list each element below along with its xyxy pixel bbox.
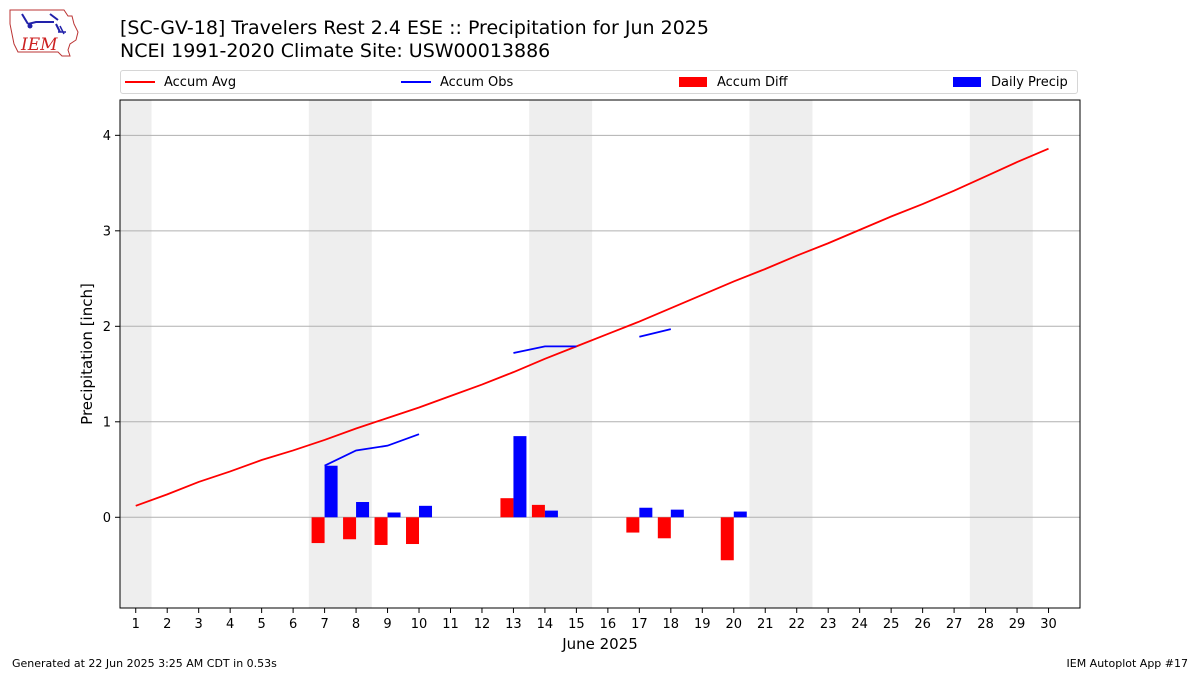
chart-subtitle: NCEI 1991-2020 Climate Site: USW00013886 bbox=[120, 40, 551, 62]
x-tick-label: 25 bbox=[883, 617, 900, 632]
x-tick-label: 16 bbox=[600, 617, 617, 632]
legend-swatch bbox=[679, 77, 707, 87]
daily-precip-bar bbox=[513, 436, 527, 518]
chart-title: [SC-GV-18] Travelers Rest 2.4 ESE :: Pre… bbox=[120, 17, 709, 39]
x-tick-label: 10 bbox=[411, 617, 428, 632]
accum-diff-bar bbox=[657, 517, 671, 539]
accum-obs-line bbox=[639, 328, 672, 338]
x-tick-label: 20 bbox=[725, 617, 742, 632]
daily-precip-bar bbox=[324, 465, 338, 518]
legend-label: Accum Diff bbox=[717, 74, 788, 90]
daily-precip-bar bbox=[356, 502, 370, 518]
legend-label: Accum Avg bbox=[164, 74, 237, 90]
footer-generated: Generated at 22 Jun 2025 3:25 AM CDT in … bbox=[12, 657, 277, 670]
x-tick-label: 6 bbox=[289, 617, 297, 632]
weekend-shade bbox=[308, 100, 372, 608]
legend-accum-diff: Accum Diff bbox=[679, 73, 788, 91]
y-tick-label: 2 bbox=[103, 320, 111, 335]
x-tick-label: 2 bbox=[163, 617, 171, 632]
x-tick-label: 22 bbox=[788, 617, 805, 632]
x-tick-label: 8 bbox=[352, 617, 360, 632]
legend-daily-precip: Daily Precip bbox=[953, 73, 1068, 91]
x-tick-label: 1 bbox=[132, 617, 140, 632]
weekend-shade bbox=[120, 100, 152, 608]
x-tick-label: 9 bbox=[383, 617, 391, 632]
y-tick-label: 3 bbox=[103, 224, 111, 239]
accum-diff-bar bbox=[374, 517, 388, 545]
legend-accum-avg: Accum Avg bbox=[125, 73, 236, 91]
daily-precip-bar bbox=[419, 505, 433, 518]
accum-diff-bar bbox=[720, 517, 734, 561]
daily-precip-bar bbox=[544, 510, 558, 518]
accum-diff-bar bbox=[311, 517, 325, 544]
weekend-shade bbox=[749, 100, 813, 608]
legend-swatch bbox=[125, 81, 155, 83]
y-tick-label: 1 bbox=[103, 415, 111, 430]
x-tick-label: 23 bbox=[820, 617, 837, 632]
accum-diff-bar bbox=[406, 517, 420, 545]
x-tick-label: 19 bbox=[694, 617, 711, 632]
x-tick-label: 21 bbox=[757, 617, 774, 632]
x-tick-label: 18 bbox=[663, 617, 680, 632]
x-tick-label: 13 bbox=[505, 617, 522, 632]
daily-precip-bar bbox=[639, 507, 653, 518]
accum-diff-bar bbox=[626, 517, 640, 533]
x-tick-label: 30 bbox=[1040, 617, 1057, 632]
y-axis-label: Precipitation [inch] bbox=[78, 283, 96, 425]
x-tick-label: 24 bbox=[851, 617, 868, 632]
x-tick-label: 14 bbox=[537, 617, 554, 632]
x-tick-label: 29 bbox=[1009, 617, 1026, 632]
y-tick-label: 4 bbox=[103, 129, 111, 144]
accum-avg-line bbox=[135, 147, 1049, 507]
x-tick-label: 5 bbox=[257, 617, 265, 632]
x-tick-label: 7 bbox=[320, 617, 328, 632]
daily-precip-bar bbox=[733, 511, 747, 518]
x-tick-label: 17 bbox=[631, 617, 648, 632]
legend-label: Accum Obs bbox=[440, 74, 514, 90]
accum-obs-line bbox=[324, 433, 420, 467]
x-tick-label: 3 bbox=[195, 617, 203, 632]
logo-text: IEM bbox=[20, 35, 58, 55]
daily-precip-bar bbox=[670, 509, 684, 518]
x-tick-label: 11 bbox=[442, 617, 459, 632]
accum-diff-bar bbox=[343, 517, 357, 540]
x-axis-label: June 2025 bbox=[561, 635, 638, 653]
accum-diff-bar bbox=[500, 498, 514, 518]
y-tick-label: 0 bbox=[103, 511, 111, 526]
x-tick-label: 27 bbox=[946, 617, 963, 632]
plot-frame bbox=[119, 99, 1081, 609]
x-tick-label: 15 bbox=[568, 617, 585, 632]
accum-diff-bar bbox=[531, 504, 545, 518]
chart-legend: Accum Avg Accum Obs Accum Diff Daily Pre… bbox=[120, 70, 1078, 94]
x-tick-label: 26 bbox=[914, 617, 931, 632]
x-tick-label: 12 bbox=[474, 617, 491, 632]
legend-swatch bbox=[401, 81, 431, 83]
weekend-shade bbox=[969, 100, 1033, 608]
footer-app: IEM Autoplot App #17 bbox=[1066, 657, 1189, 670]
x-tick-label: 4 bbox=[226, 617, 234, 632]
daily-precip-bar bbox=[387, 512, 401, 518]
accum-obs-line bbox=[513, 345, 577, 354]
legend-accum-obs: Accum Obs bbox=[401, 73, 513, 91]
legend-swatch bbox=[953, 77, 981, 87]
weekend-shade bbox=[529, 100, 593, 608]
legend-label: Daily Precip bbox=[991, 74, 1068, 90]
x-tick-label: 28 bbox=[977, 617, 994, 632]
iem-logo: IEM bbox=[9, 9, 79, 57]
